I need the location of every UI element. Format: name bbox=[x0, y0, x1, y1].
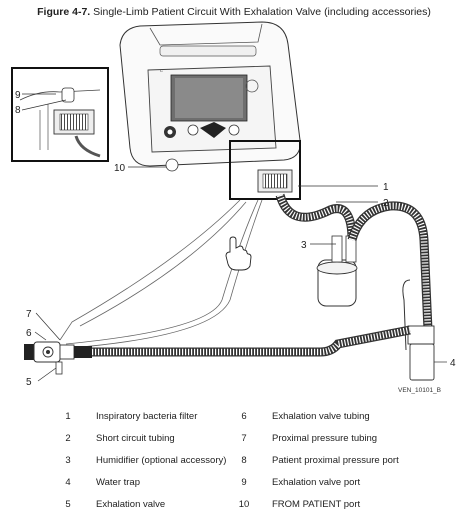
figure-caption: Figure 4-7. Single-Limb Patient Circuit … bbox=[0, 6, 468, 18]
legend-num: 2 bbox=[65, 433, 71, 444]
legend-label: Proximal pressure tubing bbox=[272, 433, 378, 444]
port-detail-box bbox=[229, 140, 301, 200]
legend-num: 5 bbox=[65, 499, 71, 510]
legend-num: 7 bbox=[241, 433, 247, 444]
nav-keypad bbox=[200, 122, 226, 138]
exhalation-valve bbox=[24, 341, 92, 375]
legend-num: 1 bbox=[65, 411, 71, 422]
callout-4: 4 bbox=[450, 358, 456, 369]
figure-label: Figure 4-7. bbox=[37, 6, 91, 18]
legend-label: Exhalation valve bbox=[96, 499, 166, 510]
callout-5: 5 bbox=[26, 377, 32, 388]
figure-id: VEN_10101_B bbox=[398, 387, 441, 394]
legend-label: Exhalation valve port bbox=[272, 477, 361, 488]
legend-num: 6 bbox=[241, 411, 247, 422]
legend-num: 4 bbox=[65, 477, 71, 488]
figure-title: Single-Limb Patient Circuit With Exhalat… bbox=[93, 6, 431, 18]
circuit-illustration: C bbox=[11, 21, 456, 394]
legend-label: FROM PATIENT port bbox=[272, 499, 361, 510]
water-trap bbox=[407, 325, 435, 381]
ventilator-device: C bbox=[119, 21, 301, 172]
callout-9: 9 bbox=[15, 90, 21, 101]
legend-label: Humidifier (optional accessory) bbox=[96, 455, 227, 466]
callout-1: 1 bbox=[383, 182, 389, 193]
callout-6: 6 bbox=[26, 328, 32, 339]
hand-pointer-icon bbox=[225, 236, 252, 271]
callout-leaders bbox=[21, 93, 447, 382]
legend-num: 9 bbox=[241, 477, 247, 488]
callout-3: 3 bbox=[301, 240, 307, 251]
humidifier bbox=[316, 235, 358, 307]
callout-7: 7 bbox=[26, 309, 32, 320]
legend-num: 8 bbox=[241, 455, 247, 466]
legend-label: Water trap bbox=[96, 477, 140, 488]
legend-num: 3 bbox=[65, 455, 71, 466]
callout-10: 10 bbox=[114, 163, 126, 174]
from-patient-port bbox=[165, 158, 179, 172]
callout-8: 8 bbox=[15, 105, 21, 116]
legend-label: Patient proximal pressure port bbox=[272, 455, 399, 466]
legend-label: Exhalation valve tubing bbox=[272, 411, 370, 422]
legend-label: Short circuit tubing bbox=[96, 433, 175, 444]
detail-inset bbox=[11, 67, 109, 162]
legend-label: Inspiratory bacteria filter bbox=[96, 411, 198, 422]
brand-logo: C bbox=[160, 68, 163, 73]
callout-2: 2 bbox=[383, 198, 389, 209]
legend-num: 10 bbox=[238, 499, 250, 510]
